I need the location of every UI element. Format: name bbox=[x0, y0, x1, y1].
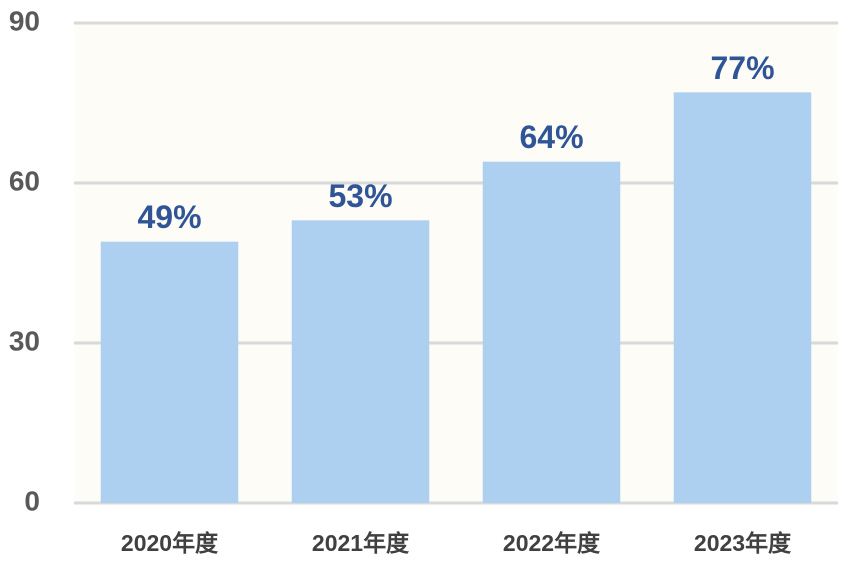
bar bbox=[482, 161, 621, 503]
x-tick-label: 2023年度 bbox=[694, 530, 792, 556]
value-label: 49% bbox=[137, 199, 201, 235]
x-tick-label: 2020年度 bbox=[121, 530, 219, 556]
bar bbox=[100, 241, 239, 503]
x-tick-label: 2021年度 bbox=[312, 530, 410, 556]
y-tick-label: 0 bbox=[24, 485, 40, 516]
bar bbox=[673, 92, 812, 503]
bar bbox=[291, 220, 430, 504]
y-tick-label: 60 bbox=[9, 165, 40, 196]
x-tick-label: 2022年度 bbox=[503, 530, 601, 556]
y-tick-label: 90 bbox=[9, 5, 40, 36]
value-label: 53% bbox=[328, 178, 392, 214]
value-label: 64% bbox=[519, 119, 583, 155]
y-tick-label: 30 bbox=[9, 325, 40, 356]
value-label: 77% bbox=[710, 50, 774, 86]
